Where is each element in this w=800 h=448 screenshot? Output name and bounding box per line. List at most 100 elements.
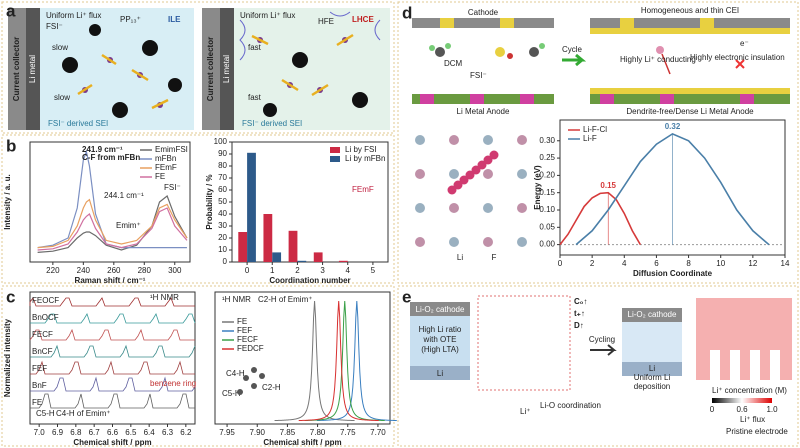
peak-label: 0.15: [600, 181, 616, 190]
label: Li-O₂ cathode: [416, 305, 465, 314]
y-tick-label: 0.20: [539, 170, 555, 179]
atom: [449, 203, 459, 213]
label: D↑: [574, 321, 584, 330]
label: Dendrite-free/Dense Li Metal Anode: [626, 107, 754, 116]
annotation: C5-H: [36, 409, 55, 418]
x-tick-label: 3: [320, 266, 325, 275]
atom: [449, 135, 459, 145]
y-tick-label: 30: [218, 221, 227, 230]
legend-label: mFBn: [155, 154, 176, 163]
legend-label: EmimFSI: [155, 145, 188, 154]
atom: [489, 150, 499, 160]
nmr-title: ¹H NMR: [222, 295, 251, 304]
label: Uniform Li⁺ flux: [240, 11, 295, 20]
atom: [459, 175, 469, 185]
nmr-trace: [30, 344, 196, 358]
y-axis-title: Energy (eV): [533, 165, 542, 210]
x-tick-label: 6.6: [107, 428, 119, 437]
x-axis-title: Coordination number: [269, 276, 350, 285]
bar: [272, 252, 282, 262]
x-axis-title: Diffusion Coordinate: [633, 269, 713, 278]
cations: [62, 24, 368, 118]
label: ILE: [168, 15, 181, 24]
x-tick-label: 1: [270, 266, 275, 275]
annotation: benzene ring: [150, 379, 196, 388]
nmr-peak: [298, 300, 379, 422]
x-tick-label: 300: [168, 266, 182, 275]
li-metal: [220, 8, 234, 130]
atom: [449, 237, 459, 247]
y-tick-label: 10: [218, 245, 227, 254]
atom: [447, 185, 457, 195]
x-tick-label: 10: [716, 259, 725, 268]
spectrum-line: [37, 198, 188, 249]
x-tick-label: 6.7: [89, 428, 101, 437]
legend-label: Li-F: [583, 134, 597, 143]
label: 1.0: [766, 405, 778, 414]
x-tick-label: 7.85: [280, 428, 296, 437]
label: fast: [248, 93, 262, 102]
label: Li⁺: [520, 407, 530, 416]
label: High Li ratio: [419, 325, 462, 334]
label: Li: [457, 253, 463, 262]
nmr-trace: [30, 393, 195, 409]
legend-label: Li by mFBn: [345, 154, 385, 163]
panel-label: b: [6, 136, 16, 155]
bar: [263, 214, 273, 262]
atom: [465, 170, 475, 180]
nmr-title: ¹H NMR: [150, 293, 179, 302]
label: FSI⁻ derived SEI: [242, 119, 302, 128]
y-tick-label: 100: [214, 137, 228, 146]
label: Li-O coordination: [540, 401, 601, 410]
x-tick-label: 0: [558, 259, 563, 268]
x-tick-label: 2: [295, 266, 300, 275]
bar: [313, 252, 323, 262]
label: slow: [54, 93, 70, 102]
y-tick-label: 40: [218, 209, 227, 218]
legend-label: FECF: [237, 335, 258, 344]
panel-label: a: [6, 1, 16, 20]
atom: [243, 375, 249, 381]
atom: [251, 367, 257, 373]
x-tick-label: 7.80: [310, 428, 326, 437]
legend-swatch: [330, 147, 340, 153]
label: with OTE: [423, 335, 457, 344]
label: Highly electronic insulation: [690, 53, 785, 62]
x-axis-title: Raman shift / cm⁻¹: [75, 276, 146, 285]
annotation: 244.1 cm⁻¹: [104, 191, 144, 200]
label: Li⁺ flux: [740, 415, 765, 424]
panel-a-frame: [1, 1, 395, 134]
y-tick-label: 60: [218, 185, 227, 194]
x-tick-label: 4: [622, 259, 627, 268]
trace-label: FEF: [32, 364, 47, 373]
atom: [471, 165, 481, 175]
plot-frame: [559, 119, 786, 256]
label: Li-O₂ cathode: [628, 310, 677, 319]
y-axis-title: Normalized intensity: [3, 318, 12, 397]
y-tick-label: 0.00: [539, 240, 555, 249]
annotation: C2-H of Emim⁺: [258, 295, 312, 304]
label: (High LTA): [421, 345, 459, 354]
label: t₊↑: [574, 309, 585, 318]
atom: [251, 383, 257, 389]
atom: [517, 237, 527, 247]
atom: [483, 169, 493, 179]
plot-frame: [214, 291, 391, 425]
nmr-trace: [29, 297, 195, 307]
label: PP₁₃⁺: [120, 15, 141, 24]
nmr-trace: [30, 313, 196, 324]
li-metal: [26, 8, 40, 130]
x-tick-label: 8: [686, 259, 691, 268]
hfe: [239, 11, 381, 61]
label: Homogeneous and thin CEI: [641, 6, 739, 15]
panel-c-frame: [1, 285, 395, 447]
trace-label: FECF: [32, 330, 53, 339]
label: HFE: [318, 17, 334, 26]
atom: [477, 160, 487, 170]
y-tick-label: 0.05: [539, 222, 555, 231]
atom: [449, 169, 459, 179]
x-axis-title: Chemical shift / ppm: [263, 438, 341, 447]
molecule-label: C4-H: [226, 369, 245, 378]
label: DCM: [444, 59, 463, 68]
